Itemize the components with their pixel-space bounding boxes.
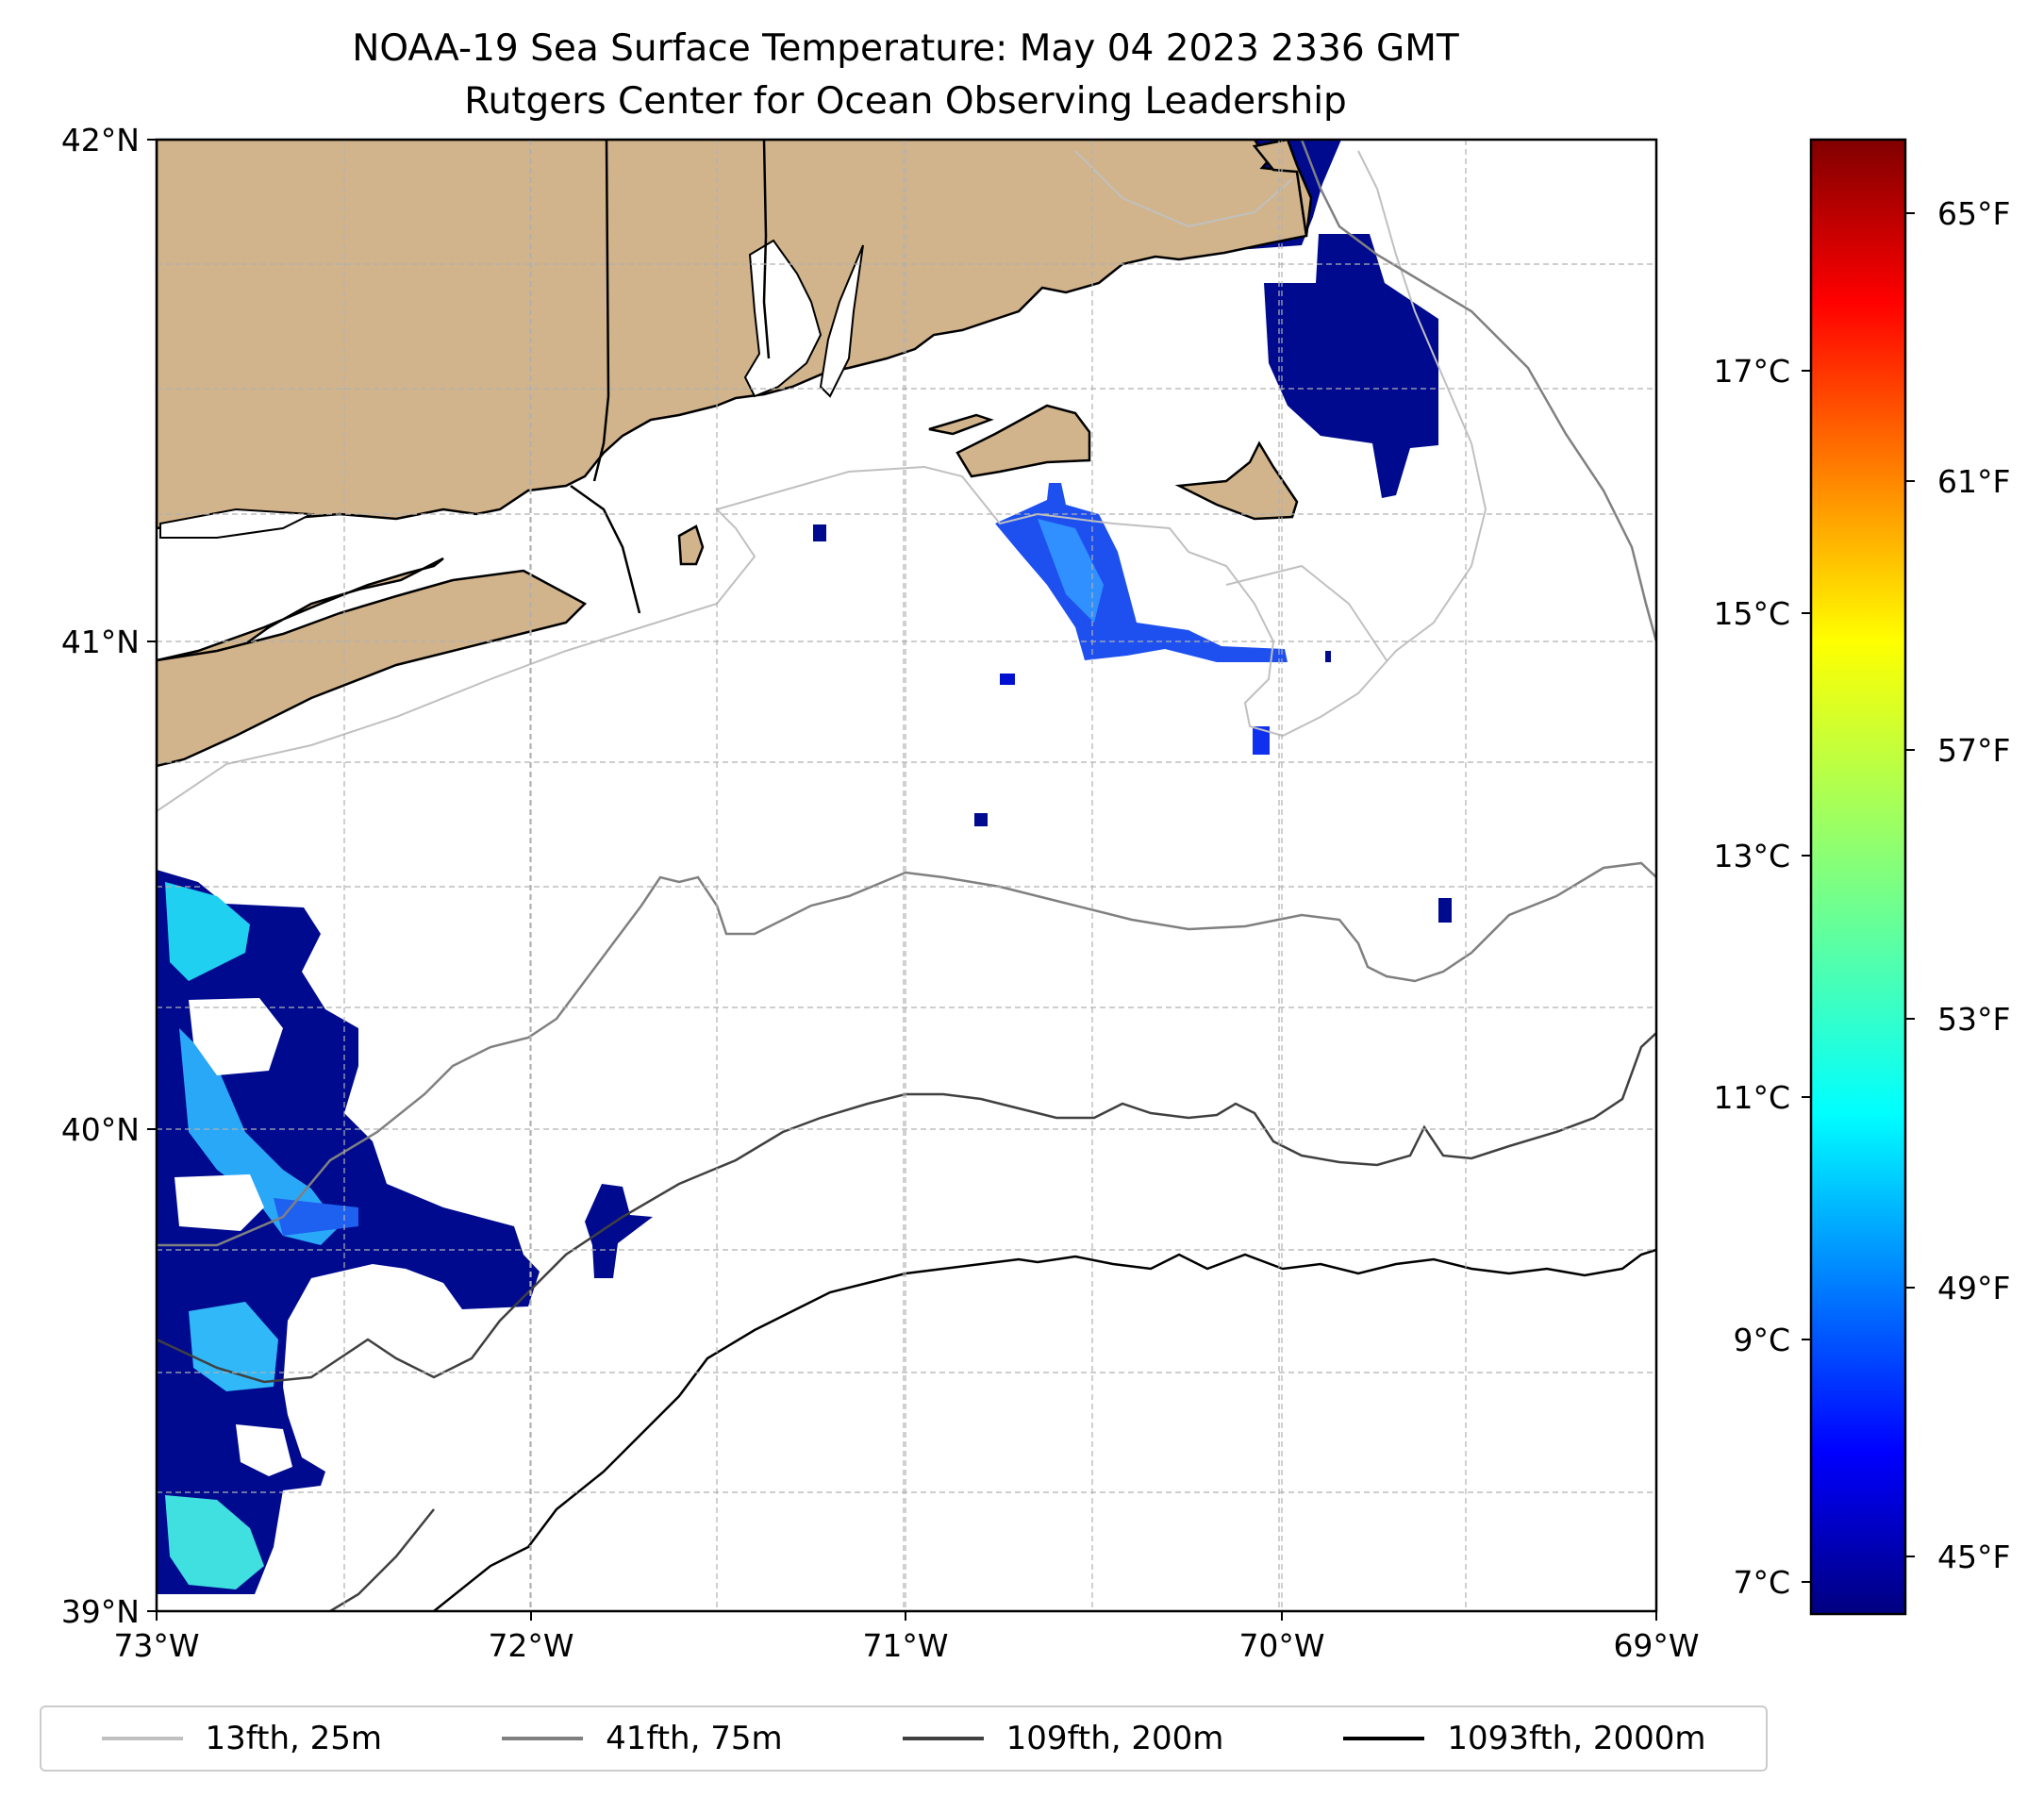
- colorbar-celsius-label: 7°C: [1733, 1564, 1790, 1601]
- legend-label: 109fth, 200m: [1005, 1720, 1224, 1757]
- map-subtitle: Rutgers Center for Ocean Observing Leade…: [464, 80, 1347, 123]
- legend-item-25m: 13fth, 25m: [101, 1720, 383, 1757]
- state-borders: [570, 140, 771, 614]
- land: [157, 140, 1313, 768]
- colorbar-fahrenheit-label: 53°F: [1937, 1001, 2010, 1038]
- y-tick-label: 40°N: [61, 1111, 140, 1148]
- gridlines: [157, 140, 1656, 1611]
- map-title: NOAA-19 Sea Surface Temperature: May 04 …: [352, 27, 1459, 70]
- axis-ticks: [147, 139, 1657, 1621]
- land-capecod: [1252, 140, 1313, 237]
- y-tick-label: 42°N: [61, 122, 140, 158]
- x-tick-label: 69°W: [1613, 1627, 1699, 1664]
- colorbar: [1809, 138, 1907, 1616]
- land-nantucket: [1174, 441, 1299, 521]
- colorbar-celsius-label: 11°C: [1713, 1079, 1790, 1116]
- colorbar-fahrenheit-label: 61°F: [1937, 463, 2010, 500]
- legend-swatch: [902, 1737, 984, 1740]
- colorbar-fahrenheit-label: 57°F: [1937, 732, 2010, 769]
- y-tick-label: 41°N: [61, 624, 140, 660]
- colorbar-ticks: [1802, 212, 1915, 1583]
- legend-swatch: [101, 1737, 183, 1740]
- contour-200m: [157, 1032, 1656, 1384]
- legend-label: 13fth, 25m: [205, 1720, 383, 1757]
- contour-2000m: [433, 1248, 1656, 1611]
- x-tick-label: 72°W: [488, 1627, 573, 1664]
- legend-item-75m: 41fth, 75m: [502, 1720, 783, 1757]
- colorbar-fahrenheit-label: 45°F: [1937, 1539, 2010, 1575]
- colorbar-celsius-label: 15°C: [1713, 595, 1790, 632]
- land-blockisland: [677, 524, 705, 566]
- y-tick-label: 39°N: [61, 1593, 140, 1630]
- colorbar-celsius-label: 13°C: [1713, 838, 1790, 874]
- x-tick-label: 70°W: [1238, 1627, 1324, 1664]
- contour-legend: 13fth, 25m 41fth, 75m 109fth, 200m 1093f…: [40, 1705, 1768, 1772]
- legend-swatch: [502, 1737, 584, 1740]
- colorbar-celsius-label: 17°C: [1713, 353, 1790, 390]
- x-tick-label: 71°W: [862, 1627, 948, 1664]
- legend-label: 1093fth, 2000m: [1447, 1720, 1706, 1757]
- legend-swatch: [1343, 1737, 1425, 1740]
- legend-label: 41fth, 75m: [606, 1720, 783, 1757]
- colorbar-fahrenheit-label: 49°F: [1937, 1270, 2010, 1306]
- contour-75m: [157, 861, 1656, 1247]
- land-marthasvineyard: [956, 404, 1091, 478]
- contour-25m: [157, 150, 1487, 812]
- legend-item-2000m: 1093fth, 2000m: [1343, 1720, 1705, 1757]
- sst-patch-shelf: [585, 1184, 653, 1278]
- sst-patch-eastcape: [1264, 234, 1438, 498]
- colorbar-celsius-label: 9°C: [1733, 1322, 1790, 1358]
- bathymetry-contours: [157, 140, 1656, 1611]
- x-tick-label: 73°W: [113, 1627, 199, 1664]
- legend-item-200m: 109fth, 200m: [902, 1720, 1224, 1757]
- colorbar-fahrenheit-label: 65°F: [1937, 195, 2010, 232]
- land-mainland: [157, 140, 1308, 530]
